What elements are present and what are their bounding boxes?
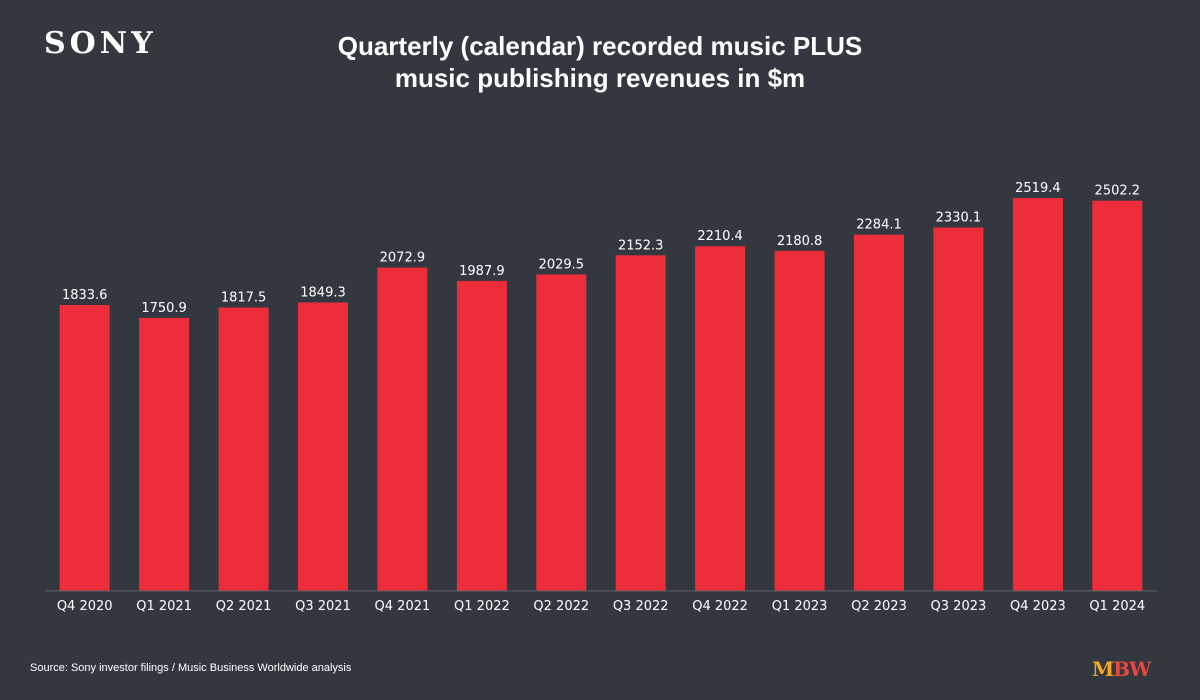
category-tick-label: Q4 2020: [57, 599, 113, 614]
bar-value-label: 1987.9: [459, 264, 505, 279]
bar-value-label: 1833.6: [62, 288, 108, 303]
chart-title-line-2: music publishing revenues in $m: [394, 63, 806, 93]
mbw-logo-bw: BW: [1113, 657, 1151, 681]
bar-value-label: 2029.5: [539, 257, 585, 272]
category-tick-label: Q1 2022: [454, 599, 510, 614]
sony-logo: SONY: [44, 26, 157, 61]
category-tick-label: Q1 2024: [1089, 599, 1145, 614]
category-tick-label: Q2 2021: [216, 599, 272, 614]
bar-value-label: 2519.4: [1015, 181, 1061, 196]
bar-value-label: 1849.3: [300, 286, 346, 301]
category-tick-label: Q1 2023: [772, 599, 828, 614]
bar: [59, 305, 110, 591]
bar: [1092, 200, 1143, 591]
category-tick-label: Q3 2023: [931, 599, 987, 614]
mbw-logo-m: M: [1092, 657, 1114, 681]
category-tick-label: Q3 2021: [295, 599, 351, 614]
category-tick-label: Q4 2021: [375, 599, 431, 614]
bar: [377, 267, 428, 591]
bar-value-label: 1750.9: [141, 301, 187, 316]
chart-title: Quarterly (calendar) recorded music PLUS…: [250, 30, 950, 94]
bar: [695, 246, 746, 591]
bar-value-label: 2284.1: [856, 218, 902, 233]
bar: [1012, 198, 1063, 591]
bar: [298, 302, 348, 591]
bar: [536, 274, 587, 591]
category-tick-label: Q1 2021: [136, 599, 192, 614]
bar-value-label: 2180.8: [777, 234, 823, 249]
bar: [615, 255, 666, 592]
bar: [933, 227, 984, 591]
bars-group: [59, 198, 1143, 592]
bar-value-label: 2072.9: [380, 251, 426, 266]
category-tick-label: Q4 2022: [692, 599, 748, 614]
bar: [139, 317, 190, 591]
bar: [774, 250, 825, 592]
source-note: Source: Sony investor filings / Music Bu…: [30, 662, 352, 674]
bar-value-label: 2210.4: [697, 229, 743, 244]
value-labels-group: 1833.6 1750.9 1817.5 1849.3 2072.9 1987.9 2029…: [62, 181, 1140, 316]
category-tick-label: Q2 2023: [851, 599, 907, 614]
bar-value-label: 2330.1: [936, 211, 982, 226]
category-tick-label: Q4 2023: [1010, 599, 1066, 614]
category-labels-group: Q4 2020 Q1 2021 Q2 2021 Q3 2021 Q4 2021 Q1 20…: [57, 599, 1145, 614]
mbw-logo: MBW: [1092, 657, 1152, 681]
chart-title-line-1: Quarterly (calendar) recorded music PLUS: [337, 31, 863, 61]
bar: [456, 280, 507, 591]
bar-value-label: 1817.5: [221, 291, 267, 306]
category-tick-label: Q3 2022: [613, 599, 669, 614]
bar-value-label: 2502.2: [1095, 184, 1141, 199]
bar-value-label: 2152.3: [618, 238, 664, 253]
bar: [218, 307, 269, 591]
category-tick-label: Q2 2022: [533, 599, 589, 614]
bar: [854, 234, 904, 591]
